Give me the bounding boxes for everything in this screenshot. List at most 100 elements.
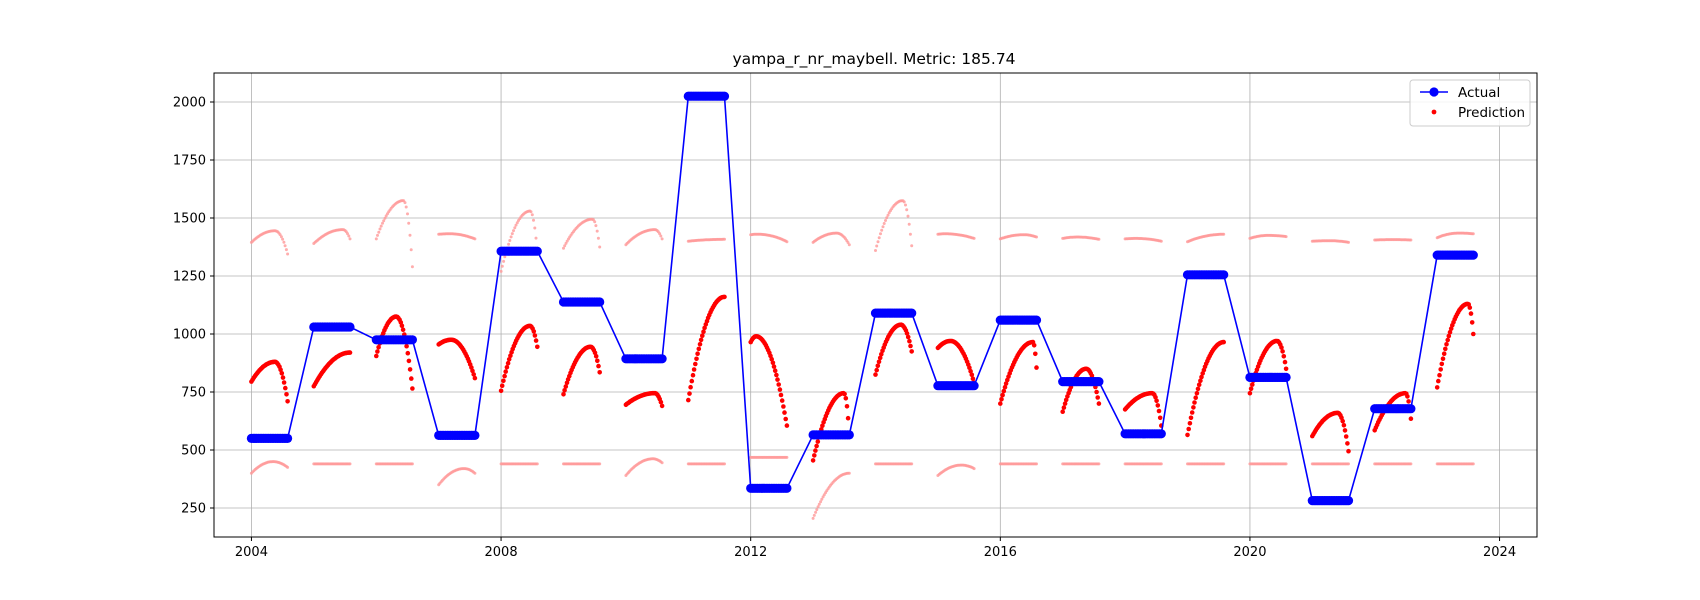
prediction-point: [1467, 305, 1473, 310]
y-tick-label: 1250: [173, 270, 206, 285]
prediction-faint-point: [879, 232, 882, 236]
actual-point: [782, 483, 792, 493]
prediction-point: [905, 334, 911, 340]
prediction-faint-point: [514, 223, 518, 227]
prediction-point: [687, 391, 692, 396]
prediction-faint-point: [508, 239, 512, 242]
prediction-point: [562, 388, 567, 393]
prediction-point: [596, 363, 601, 369]
prediction-faint-point: [513, 226, 517, 230]
actual-point: [532, 246, 542, 256]
prediction-faint-point: [510, 232, 514, 236]
prediction-faint-point: [1409, 462, 1413, 466]
prediction-point: [1095, 395, 1100, 400]
prediction-point: [904, 331, 910, 336]
x-tick-label: 2012: [734, 545, 767, 560]
prediction-point: [873, 372, 878, 377]
prediction-point: [689, 378, 695, 384]
prediction-point: [659, 403, 665, 409]
prediction-point: [776, 382, 781, 387]
prediction-point: [1003, 381, 1009, 386]
prediction-faint-point: [877, 236, 881, 240]
prediction-faint-point: [284, 248, 288, 252]
plot-frame: [213, 72, 1538, 538]
actual-segment-markers: [621, 354, 667, 364]
actual-segment-markers: [309, 322, 355, 332]
prediction-point: [696, 346, 702, 352]
prediction-faint-point: [382, 219, 386, 223]
prediction-point: [561, 392, 566, 397]
prediction-point: [406, 358, 412, 364]
prediction-point: [907, 338, 912, 344]
prediction-point: [283, 385, 288, 391]
actual-segment-markers: [1307, 496, 1354, 506]
prediction-point: [1345, 441, 1350, 446]
prediction-point: [999, 397, 1004, 402]
y-axis: 250 500 750 1000 1250 1500 1750 2000: [173, 96, 214, 517]
prediction-point: [1469, 320, 1475, 325]
prediction-point: [783, 416, 788, 422]
prediction-faint-point: [814, 510, 818, 514]
prediction-point: [1441, 351, 1447, 357]
prediction-point: [1157, 415, 1163, 421]
prediction-faint-point: [347, 234, 351, 238]
prediction-point: [1405, 394, 1410, 399]
prediction-point: [595, 358, 600, 364]
prediction-faint-point: [286, 465, 290, 469]
prediction-point: [1060, 409, 1065, 415]
prediction-faint-point: [906, 214, 910, 218]
actual-point: [1343, 496, 1354, 506]
actual-point: [1468, 250, 1478, 260]
y-tick-label: 500: [181, 444, 206, 459]
prediction-faint-point: [972, 467, 976, 471]
prediction-point: [410, 386, 415, 391]
prediction-point: [1247, 390, 1253, 396]
prediction-faint-point: [880, 228, 884, 232]
prediction-point: [909, 349, 914, 354]
prediction-point: [1221, 339, 1226, 345]
actual-point: [1156, 429, 1166, 439]
prediction-point: [506, 357, 512, 362]
prediction-point: [1447, 329, 1453, 335]
prediction-faint-point: [907, 222, 911, 226]
prediction-faint-point: [1222, 462, 1226, 466]
prediction-faint-point: [817, 502, 821, 506]
prediction-point: [472, 375, 478, 381]
prediction-point: [1341, 423, 1347, 428]
prediction-point: [1445, 337, 1450, 343]
prediction-point: [284, 392, 289, 397]
prediction-point: [1096, 401, 1102, 406]
prediction-faint-point: [410, 265, 414, 269]
prediction-point: [505, 360, 511, 366]
prediction-point: [810, 458, 816, 463]
prediction-point: [1001, 388, 1007, 394]
prediction-point: [777, 387, 783, 392]
prediction-faint-point: [406, 212, 409, 216]
prediction-point: [535, 344, 540, 350]
prediction-point: [774, 372, 779, 378]
prediction-faint-point: [875, 244, 879, 248]
prediction-faint-point: [659, 234, 663, 238]
prediction-faint-point: [533, 226, 537, 230]
prediction-point: [1436, 378, 1441, 384]
y-tick-label: 750: [181, 386, 206, 401]
prediction-faint-point: [377, 230, 381, 234]
prediction-faint-point: [660, 237, 664, 241]
prediction-faint-point: [847, 243, 851, 247]
prediction-faint-point: [1222, 232, 1226, 236]
prediction-faint-point: [530, 213, 534, 217]
prediction-faint-point: [378, 227, 382, 231]
legend-actual-label: Actual: [1458, 85, 1500, 101]
y-tick-label: 1500: [173, 212, 206, 227]
actual-point: [1094, 377, 1104, 387]
prediction-point: [1034, 365, 1039, 370]
chart-title: yampa_r_nr_maybell. Metric: 185.74: [732, 50, 1015, 69]
prediction-point: [722, 294, 727, 300]
prediction-point: [1094, 389, 1099, 395]
actual-segment-markers: [808, 430, 854, 440]
prediction-faint-point: [410, 462, 414, 466]
prediction-point: [1192, 400, 1197, 405]
prediction-point: [968, 368, 973, 374]
prediction-faint-point: [886, 213, 890, 217]
prediction-point: [691, 367, 697, 372]
